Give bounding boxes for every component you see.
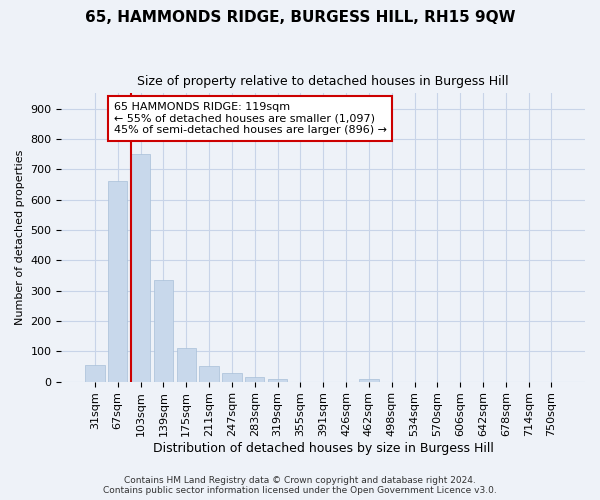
Title: Size of property relative to detached houses in Burgess Hill: Size of property relative to detached ho… bbox=[137, 75, 509, 88]
Bar bbox=[268, 378, 287, 382]
Bar bbox=[108, 182, 127, 382]
Text: 65, HAMMONDS RIDGE, BURGESS HILL, RH15 9QW: 65, HAMMONDS RIDGE, BURGESS HILL, RH15 9… bbox=[85, 10, 515, 25]
Bar bbox=[154, 280, 173, 382]
Text: Contains HM Land Registry data © Crown copyright and database right 2024.
Contai: Contains HM Land Registry data © Crown c… bbox=[103, 476, 497, 495]
Y-axis label: Number of detached properties: Number of detached properties bbox=[15, 150, 25, 325]
Bar bbox=[199, 366, 219, 382]
Bar bbox=[245, 377, 265, 382]
Bar bbox=[222, 374, 242, 382]
Text: 65 HAMMONDS RIDGE: 119sqm
← 55% of detached houses are smaller (1,097)
45% of se: 65 HAMMONDS RIDGE: 119sqm ← 55% of detac… bbox=[114, 102, 387, 135]
Bar bbox=[85, 365, 104, 382]
Bar bbox=[131, 154, 150, 382]
X-axis label: Distribution of detached houses by size in Burgess Hill: Distribution of detached houses by size … bbox=[153, 442, 494, 455]
Bar bbox=[176, 348, 196, 382]
Bar bbox=[359, 379, 379, 382]
